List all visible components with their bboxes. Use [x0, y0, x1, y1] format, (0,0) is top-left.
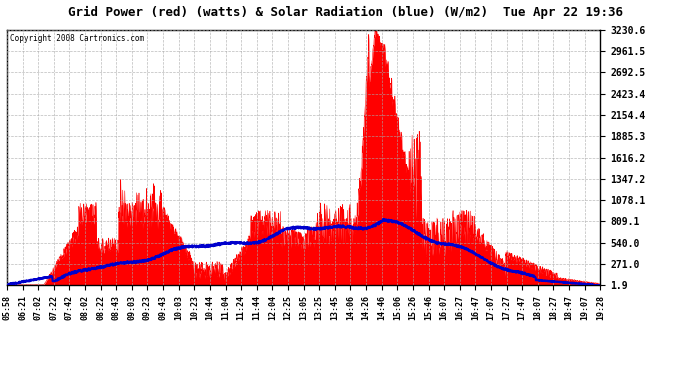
Text: Grid Power (red) (watts) & Solar Radiation (blue) (W/m2)  Tue Apr 22 19:36: Grid Power (red) (watts) & Solar Radiati…: [68, 6, 622, 19]
Text: Copyright 2008 Cartronics.com: Copyright 2008 Cartronics.com: [10, 34, 144, 43]
